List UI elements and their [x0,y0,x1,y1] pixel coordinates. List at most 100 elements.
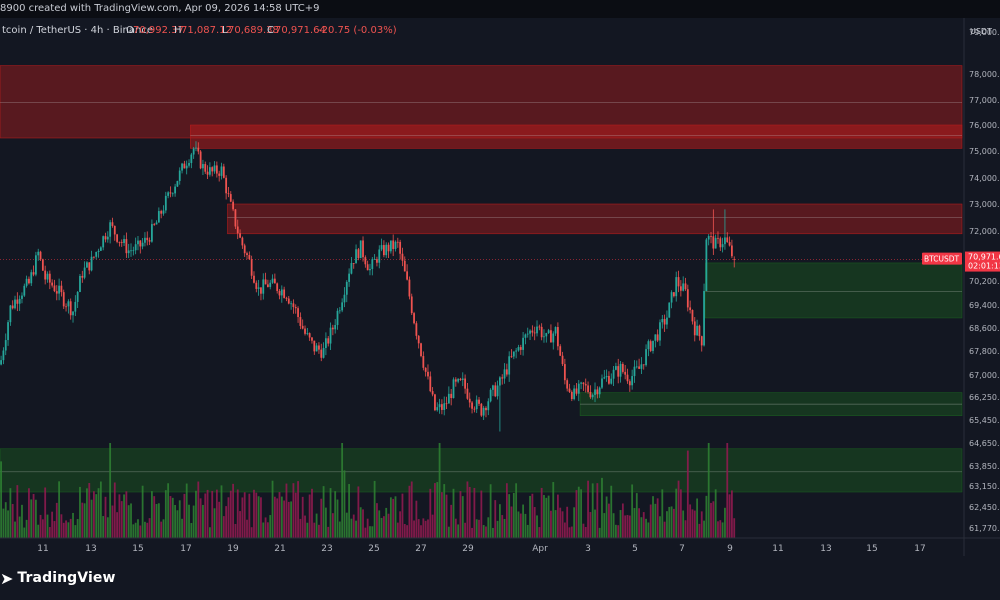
candle-body [475,399,478,410]
volume-bar [561,511,564,538]
candle-body [28,278,30,284]
candle-body [188,163,190,166]
time-axis[interactable]: 11 13 15 17 19 21 23 25 27 29 Apr 3 5 7 9 11 13 15 17 [0,537,1000,554]
candle-body [79,275,81,292]
volume-bar [62,522,65,538]
volume-bar [86,488,88,538]
candle-body [239,233,241,238]
volume-bar [315,513,318,538]
candle-body [624,371,627,375]
candle-body [325,338,327,348]
time-tick-label: 3 [585,544,591,554]
volume-bar [633,508,636,538]
candle-body [169,192,172,194]
candle-body [69,301,72,316]
candle-body [466,388,469,399]
candle-body [373,259,376,260]
candle-body [331,327,334,330]
candle-body [649,341,652,351]
price-tick-label: 65,450.00 [969,416,1000,425]
volume-bar [417,519,420,538]
volume-bar [23,527,26,538]
candle-body [638,366,640,369]
volume-bar [155,504,158,538]
candle-body [4,340,7,351]
candle-body [652,340,654,351]
volume-bar [355,520,357,538]
candle-body [151,224,153,242]
volume-bar [626,514,629,538]
candle-body [294,307,297,309]
volume-bar [67,522,70,538]
candle-body [160,211,163,214]
candle-body [297,308,299,318]
volume-bar [146,522,149,538]
volume-bar [123,494,125,538]
volume-bar [366,518,369,538]
candle-body [41,259,44,271]
volume-bar [269,515,272,538]
volume-bar [670,506,673,538]
volume-bar [587,480,589,538]
volume-bar [4,502,7,538]
candle-body [591,394,594,398]
candle-body [415,323,418,336]
candle-body [696,325,698,336]
candle-body [273,278,276,284]
candle-body [573,388,576,400]
volume-bar [536,515,538,538]
volume-bar [628,515,631,538]
volume-bar [273,496,276,538]
candle-body [721,244,724,248]
legend-close-label: C [267,25,274,36]
volume-bar [299,518,302,538]
volume-bar [280,496,283,538]
candle-body [659,322,661,341]
candle-body [262,279,265,294]
candle-body [35,255,37,275]
volume-bar [95,494,98,538]
volume-bar [234,523,237,538]
candle-body [719,238,722,248]
volume-bar [25,519,28,538]
candle-body [533,332,536,334]
candle-body [53,285,56,292]
legend-change: -20.75 (-0.03%) [318,25,397,36]
candle-body [76,291,79,302]
candle-body [364,257,367,265]
candle-body [141,242,144,247]
candle-body [299,317,302,326]
candle-body [512,351,515,357]
candle-body [457,378,460,382]
tradingview-logo[interactable]: ➤ TradingView [0,568,116,588]
volume-bar [717,521,719,538]
volume-bar [550,510,552,538]
volume-bar [424,520,427,538]
candle-body [234,209,237,227]
volume-bar [557,494,559,538]
candle-body [120,242,123,243]
volume-bar [364,527,367,538]
candle-body [608,375,610,384]
ohlc-legend: tcoin / TetherUS · 4h · Binance O 70,992… [2,25,397,36]
candle-body [557,327,559,347]
candle-body [438,404,441,408]
volume-bar [459,491,462,538]
candle-body [48,273,51,283]
candle-body [689,307,692,311]
volume-bar [7,510,9,538]
candle-body [714,237,717,249]
candle-body [157,211,160,223]
candle-body [371,259,374,269]
volume-bar [99,481,102,538]
volume-bar [83,503,86,538]
volume-bar [0,461,2,538]
candle-body [37,251,40,256]
volume-bar [113,482,116,538]
candle-body [130,250,132,252]
volume-bar [492,527,494,538]
candle-body [505,369,508,375]
volume-bar [501,515,504,538]
